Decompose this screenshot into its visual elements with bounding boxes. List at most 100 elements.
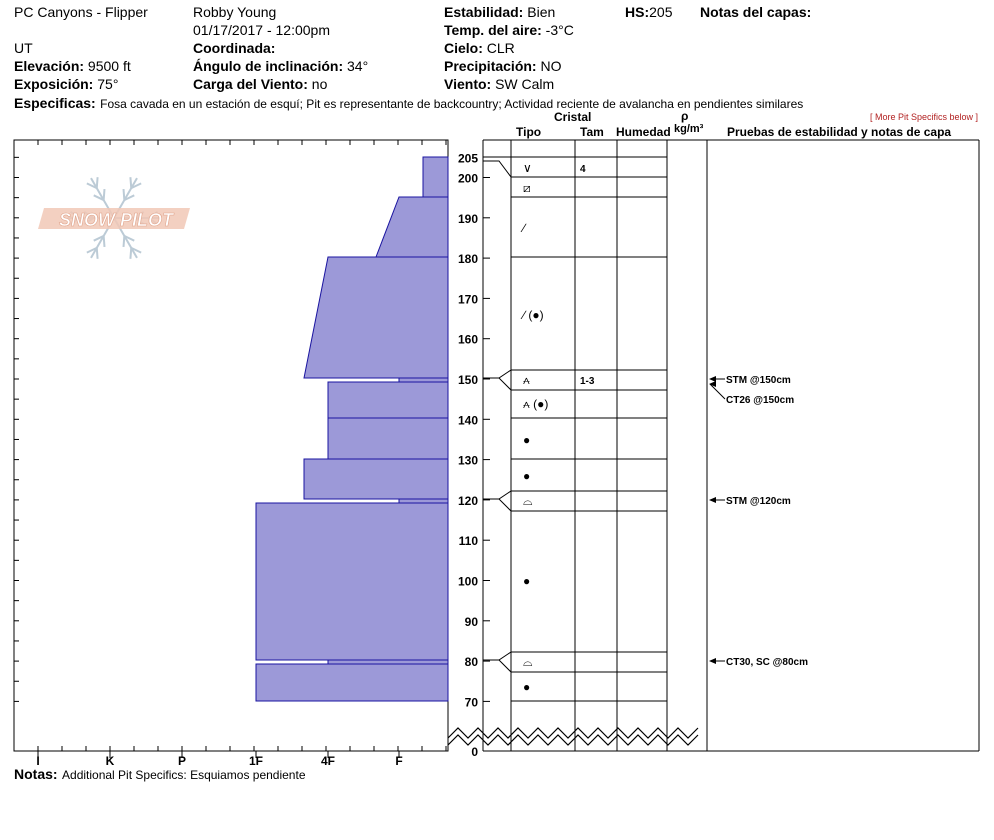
snowflake-branch (95, 247, 99, 259)
sky-value: CLR (486, 40, 515, 56)
observation-datetime: 01/17/2017 - 12:00pm (193, 22, 330, 38)
stability-test-label: STM @150cm (726, 375, 791, 386)
hardness-layer-bar (398, 498, 449, 504)
hardness-tick-label: F (395, 754, 402, 768)
layer-boundary-connector (483, 369, 512, 379)
depth-label: 190 (458, 212, 478, 226)
snowflake-branch (93, 194, 105, 201)
hardness-tick-label: P (178, 754, 186, 768)
hardness-profile-plot: I K P 1F 4F F (13, 139, 449, 768)
depth-label: 80 (465, 655, 479, 669)
depth-label: 120 (458, 494, 478, 508)
hs-row: HS:205 (625, 5, 672, 19)
layer-crystal-type: ⌓ (523, 655, 533, 669)
wind-value: SW Calm (495, 76, 555, 92)
hardness-layer-bar (375, 196, 449, 258)
coordinate-label: Coordinada: (193, 40, 276, 56)
type-column-header: Tipo (516, 125, 542, 139)
layer-crystal-size: 1-3 (580, 376, 595, 387)
hardness-layer-bar (327, 659, 449, 665)
exposure-label: Exposición: (14, 76, 94, 92)
layer-boundary-connector (483, 377, 512, 391)
stability-test-markers: STM @150cm CT26 @150cm STM @120cm CT30, SC … (709, 375, 808, 668)
depth-label: 150 (458, 373, 478, 387)
depth-axis: 205 200 190 180 170 160 150 140 130 120 110 100 90 80… (458, 151, 478, 759)
more-pit-specifics-link[interactable]: [ More Pit Specifics below ] (870, 112, 979, 122)
logo-text: SNOW PILOT (59, 210, 175, 230)
pit-state: UT (14, 40, 33, 56)
elevation-label: Elevación: (14, 58, 85, 74)
wind-load-value: no (311, 76, 328, 92)
layer-crystal-type: ∨ (523, 161, 532, 175)
layer-crystal-type: ● (523, 469, 530, 483)
depth-label: 90 (465, 615, 479, 629)
layer-boundary-connector (483, 490, 512, 500)
depth-label: 100 (458, 575, 478, 589)
snowflake-branch (122, 189, 126, 201)
pit-location: PC Canyons - Flipper (14, 4, 148, 20)
layer-crystal-type: ● (523, 680, 530, 694)
layer-crystal-type: ⌓ (523, 494, 533, 508)
specifics-row: Especificas: Fosa cavada en un estación … (14, 96, 803, 112)
snowflake-branch (130, 246, 142, 254)
hs-value: 205 (649, 4, 673, 20)
layer-crystal-type: ∕ (520, 221, 527, 235)
sky-label: Cielo: (444, 40, 483, 56)
snowpilot-logo: SNOW PILOT (38, 177, 190, 259)
stability-value: Bien (527, 4, 556, 20)
observer-name: Robby Young (193, 4, 277, 20)
layer-crystal-type: ⧄ (523, 181, 531, 195)
depth-label: 205 (458, 151, 478, 165)
stability-test-label: CT30, SC @80cm (726, 657, 808, 668)
stability-test-label: STM @120cm (726, 496, 791, 507)
notes-label: Notas: (14, 766, 58, 782)
test-arrow-head (709, 497, 716, 503)
wind-row: Viento: SW Calm (444, 77, 554, 91)
depth-label: 170 (458, 292, 478, 306)
snowflake-branch (129, 177, 133, 189)
test-arrow-head (709, 381, 716, 387)
test-arrow-head (709, 376, 716, 382)
layer-boundary-connector (483, 659, 512, 673)
exposure-row: Exposición: 75° (14, 77, 118, 91)
stability-test-label: CT26 @150cm (726, 395, 794, 406)
snowflake-branch (123, 194, 135, 201)
wind-load-label: Carga del Viento: (193, 76, 308, 92)
elevation-row: Elevación: 9500 ft (14, 59, 131, 73)
rho-header: ρ (681, 109, 689, 123)
stability-row: Estabilidad: Bien (444, 5, 555, 19)
snowflake-branch (86, 182, 98, 190)
density-unit-header: kg/m³ (674, 123, 704, 135)
stability-label: Estabilidad: (444, 4, 524, 20)
specifics-value: Fosa cavada en un estación de esquí; Pit… (100, 97, 804, 111)
exposure-value: 75° (97, 76, 119, 92)
precip-row: Precipitación: NO (444, 59, 561, 73)
hardness-tick-label: K (106, 754, 115, 768)
layer-crystal-type: ∕ (●) (520, 308, 544, 322)
layer-crystal-size: 4 (580, 164, 586, 175)
precip-label: Precipitación: (444, 58, 537, 74)
snowflake-branch (129, 247, 133, 259)
snowflake-branch (130, 182, 142, 190)
layer-boundary-connector (483, 651, 512, 661)
air-temp-label: Temp. del aire: (444, 22, 542, 38)
layer-crystal-type: ⩜ (523, 373, 530, 387)
hardness-layer-bar (255, 663, 449, 702)
depth-label: 110 (459, 534, 479, 548)
layer-boundary-connector (483, 160, 512, 178)
layer-notes-label: Notas del capas: (700, 4, 812, 20)
air-temp-row: Temp. del aire: -3°C (444, 23, 574, 37)
depth-label: 160 (458, 333, 478, 347)
size-column-header: Tam (580, 125, 604, 139)
elevation-value: 9500 ft (87, 58, 131, 74)
depth-break-zigzag (447, 734, 699, 746)
snowflake-branch (102, 235, 106, 247)
hardness-tick-label: I (36, 754, 39, 768)
coordinate-row: Coordinada: (193, 41, 275, 55)
depth-label: 200 (458, 172, 478, 186)
depth-label: 180 (458, 252, 478, 266)
depth-label: 140 (458, 413, 478, 427)
specifics-label: Especificas: (14, 95, 96, 111)
crystal-header: Cristal (554, 110, 592, 124)
